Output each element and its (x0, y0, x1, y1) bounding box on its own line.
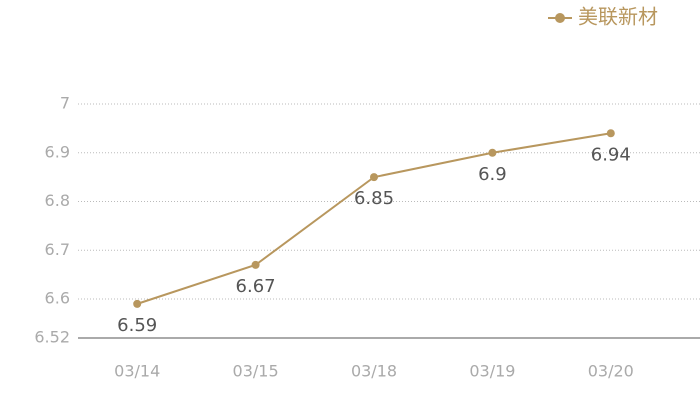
data-point (251, 260, 260, 269)
x-tick-label: 03/18 (351, 362, 397, 381)
series-line (136, 132, 611, 305)
legend-label: 美联新材 (578, 5, 658, 29)
data-label: 6.67 (236, 276, 276, 297)
data-label: 6.85 (354, 188, 394, 209)
x-tick-label: 03/14 (114, 362, 160, 381)
y-tick-label: 7 (60, 94, 70, 113)
legend-marker (555, 13, 565, 23)
data-point (133, 299, 142, 308)
x-tick-label: 03/15 (233, 362, 279, 381)
data-label: 6.94 (591, 144, 631, 165)
x-tick-label: 03/19 (469, 362, 515, 381)
y-tick-label: 6.8 (45, 191, 70, 210)
y-tick-label: 6.7 (45, 240, 70, 259)
y-tick-label: 6.6 (45, 289, 70, 308)
y-tick-label: 6.9 (45, 142, 70, 161)
data-point (370, 173, 378, 182)
data-label: 6.59 (117, 315, 157, 336)
y-tick-label: 6.52 (34, 328, 70, 347)
data-label: 6.9 (478, 164, 507, 185)
data-point (488, 148, 497, 157)
data-point (606, 129, 615, 138)
x-tick-label: 03/20 (588, 362, 634, 381)
